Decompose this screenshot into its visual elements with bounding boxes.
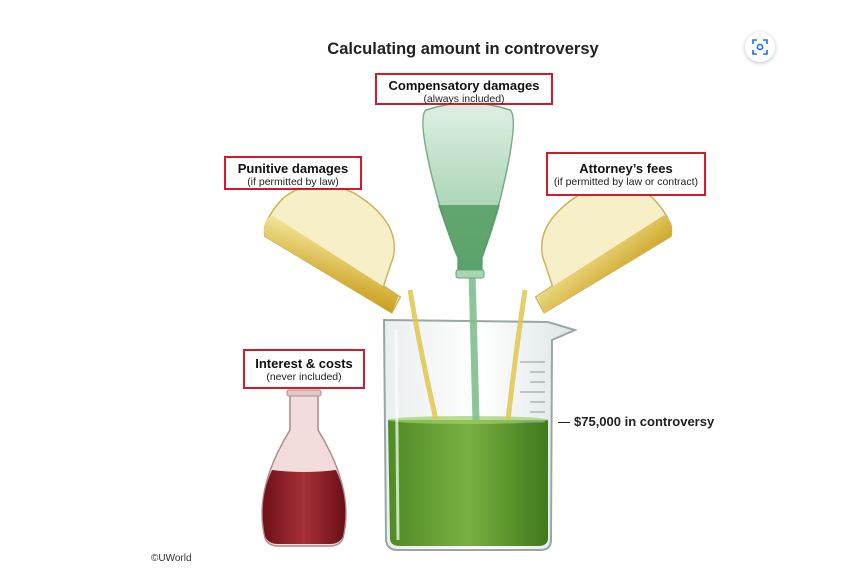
- interest-label-main: Interest & costs: [255, 356, 353, 371]
- attorney-flask: [534, 184, 673, 314]
- compensatory-flask: [422, 102, 515, 279]
- punitive-label-main: Punitive damages: [237, 161, 349, 176]
- green-stream: [468, 271, 480, 421]
- compensatory-label: Compensatory damages (always included): [375, 73, 553, 105]
- visual-search-button[interactable]: [745, 32, 775, 62]
- copyright: ©UWorld: [151, 553, 192, 564]
- red-liquid: [262, 470, 346, 544]
- beaker: [382, 318, 578, 551]
- amount-callout: $75,000 in controversy: [558, 414, 714, 429]
- beaker-green-liquid: [388, 420, 548, 546]
- punitive-label: Punitive damages (if permitted by law): [224, 156, 362, 190]
- attorney-label-main: Attorney’s fees: [579, 161, 673, 176]
- interest-label-sub: (never included): [266, 371, 342, 383]
- attorney-label: Attorney’s fees (if permitted by law or …: [546, 152, 706, 196]
- visual-search-icon: [752, 39, 768, 55]
- compensatory-label-main: Compensatory damages: [388, 78, 540, 93]
- yellow-stream-right: [505, 289, 528, 421]
- interest-flask: [261, 389, 347, 547]
- page-title: Calculating amount in controversy: [327, 40, 599, 58]
- amount-callout-text: $75,000 in controversy: [574, 414, 715, 429]
- yellow-stream-left: [407, 289, 439, 421]
- callout-leader-line: [558, 422, 570, 424]
- punitive-flask: [263, 184, 402, 314]
- attorney-label-sub: (if permitted by law or contract): [553, 176, 699, 188]
- interest-label: Interest & costs (never included): [243, 349, 365, 389]
- punitive-label-sub: (if permitted by law): [247, 176, 339, 188]
- compensatory-label-sub: (always included): [423, 93, 505, 105]
